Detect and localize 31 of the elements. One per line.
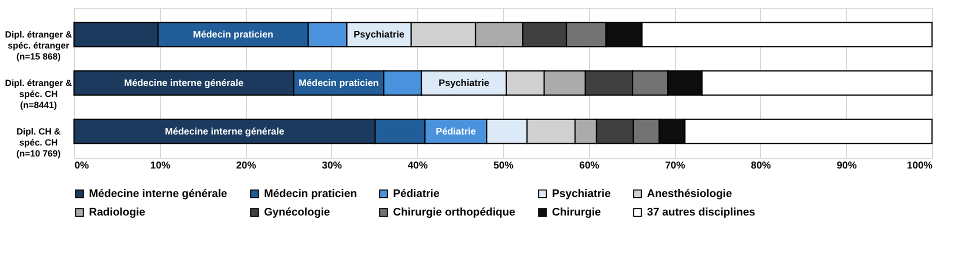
x-tick-label: 0% xyxy=(74,160,90,172)
y-tick-label: Dipl. étranger & spéc. CH (n=8441) xyxy=(4,78,73,110)
x-tick-label: 90% xyxy=(836,160,857,172)
x-tick-label: 40% xyxy=(408,160,428,172)
data-label: Médecin praticien xyxy=(298,78,380,89)
x-tick-label: 10% xyxy=(150,160,170,172)
legend-label: Médecine interne générale xyxy=(89,188,228,200)
legend-label: Chirurgie xyxy=(552,206,601,218)
legend-label: Radiologie xyxy=(89,206,146,218)
data-label: Psychiatrie xyxy=(438,78,490,89)
x-tick-label: 50% xyxy=(493,160,514,172)
legend-label: 37 autres disciplines xyxy=(647,206,756,218)
data-label: Pédiatrie xyxy=(436,126,476,138)
x-tick-label: 60% xyxy=(579,160,600,172)
y-tick-label: Dipl. CH & spéc. CH (n=10 769) xyxy=(16,126,61,158)
x-tick-label: 70% xyxy=(665,160,686,172)
legend-label: Pédiatrie xyxy=(393,188,440,200)
data-label: Médecin praticien xyxy=(193,30,274,41)
y-tick-label: Dipl. étranger & spéc. étranger (n=15 868) xyxy=(4,30,73,62)
x-tick-label: 80% xyxy=(750,160,772,172)
legend-label: Gynécologie xyxy=(264,206,330,218)
x-tick-label: 30% xyxy=(322,160,342,172)
x-tick-label: 20% xyxy=(236,160,256,172)
legend-label: Anesthésiologie xyxy=(647,188,732,200)
legend-label: Médecin praticien xyxy=(264,188,358,200)
data-label: Psychiatrie xyxy=(354,30,404,41)
legend-label: Psychiatrie xyxy=(552,188,611,200)
data-label: Médecine interne générale xyxy=(124,78,244,89)
data-label: Médecine interne générale xyxy=(164,126,284,138)
legend-label: Chirurgie orthopédique xyxy=(393,206,516,218)
x-tick-label: 100% xyxy=(906,160,933,172)
